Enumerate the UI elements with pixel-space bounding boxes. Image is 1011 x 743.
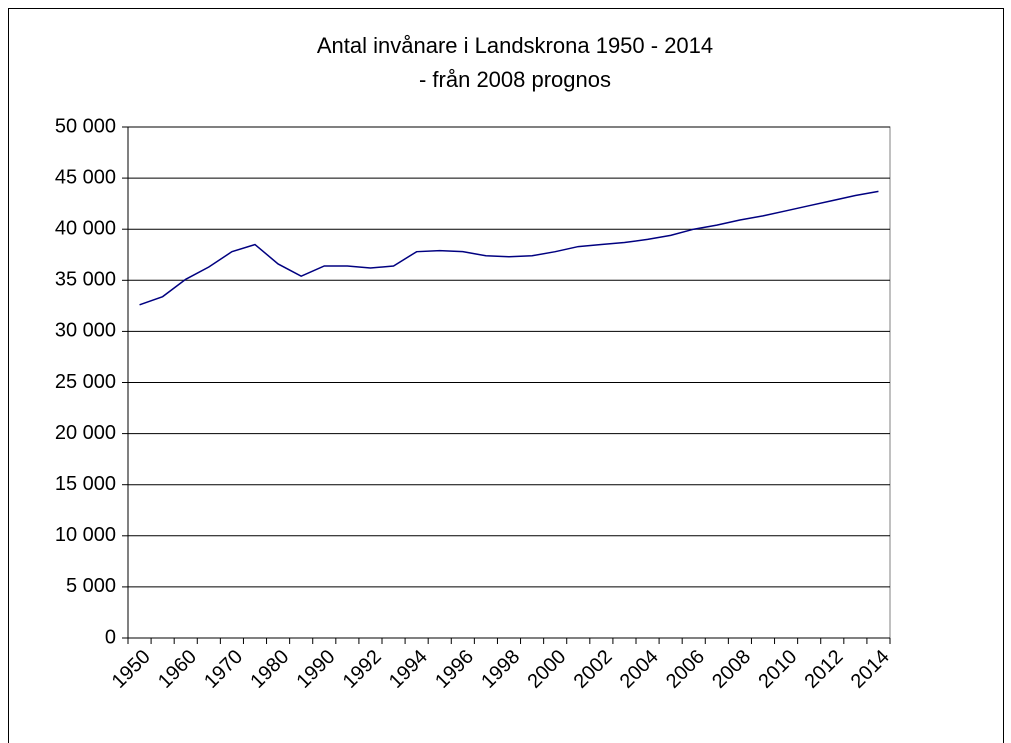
- data-line: [139, 190, 879, 306]
- y-tick-label: 50 000: [55, 115, 116, 137]
- y-tick-label: 25 000: [55, 371, 116, 393]
- y-tick-label: 0: [105, 626, 116, 648]
- y-tick-label: 30 000: [55, 320, 116, 342]
- y-tick-label: 5 000: [66, 575, 116, 597]
- y-tick-label: 40 000: [55, 217, 116, 239]
- y-tick-label: 10 000: [55, 524, 116, 546]
- y-tick-label: 35 000: [55, 269, 116, 291]
- y-tick-label: 15 000: [55, 473, 116, 495]
- chart-subtitle: - från 2008 prognos: [419, 67, 611, 92]
- chart-title: Antal invånare i Landskrona 1950 - 2014: [317, 33, 713, 58]
- y-tick-label: 20 000: [55, 422, 116, 444]
- y-tick-label: 45 000: [55, 166, 116, 188]
